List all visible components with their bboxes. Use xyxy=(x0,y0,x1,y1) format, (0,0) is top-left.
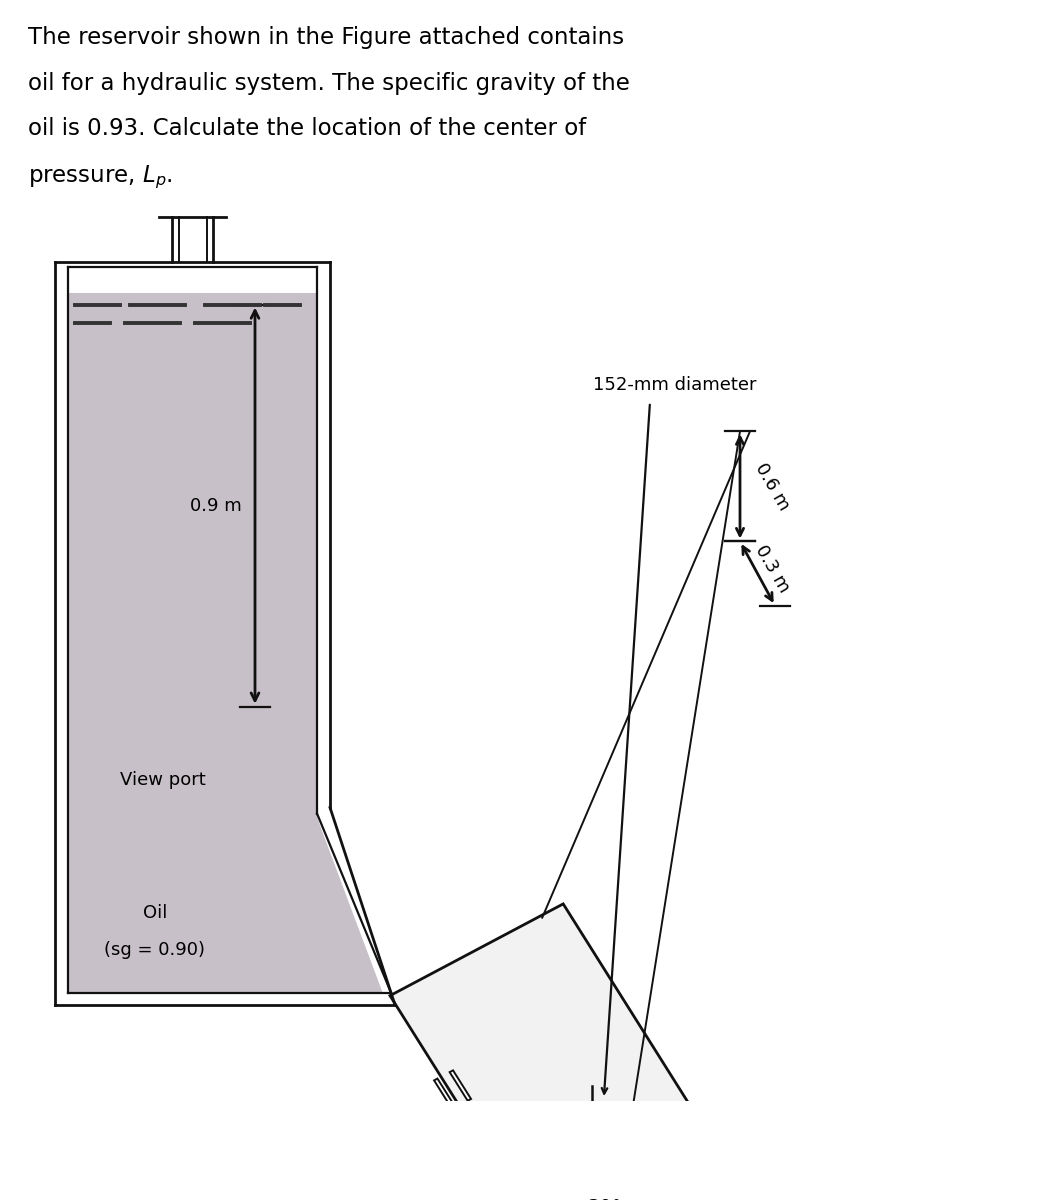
Text: oil is 0.93. Calculate the location of the center of: oil is 0.93. Calculate the location of t… xyxy=(28,118,586,140)
Polygon shape xyxy=(390,904,803,1200)
Polygon shape xyxy=(68,820,372,992)
Text: 0.6 m: 0.6 m xyxy=(752,460,794,514)
Polygon shape xyxy=(434,1079,455,1109)
Text: 152-mm diameter: 152-mm diameter xyxy=(593,377,756,395)
Circle shape xyxy=(560,1104,623,1163)
Text: Oil: Oil xyxy=(142,904,167,922)
Text: View port: View port xyxy=(119,772,206,790)
Text: The reservoir shown in the Figure attached contains: The reservoir shown in the Figure attach… xyxy=(28,25,624,49)
Text: oil for a hydraulic system. The specific gravity of the: oil for a hydraulic system. The specific… xyxy=(28,72,630,95)
Text: (sg = 0.90): (sg = 0.90) xyxy=(105,941,206,959)
Text: pressure, $L_p$.: pressure, $L_p$. xyxy=(28,163,172,191)
Polygon shape xyxy=(450,1070,471,1100)
Text: 30°: 30° xyxy=(588,1198,622,1200)
Text: 0.9 m: 0.9 m xyxy=(190,497,242,515)
Polygon shape xyxy=(68,294,382,992)
Text: 0.3 m: 0.3 m xyxy=(752,542,794,596)
